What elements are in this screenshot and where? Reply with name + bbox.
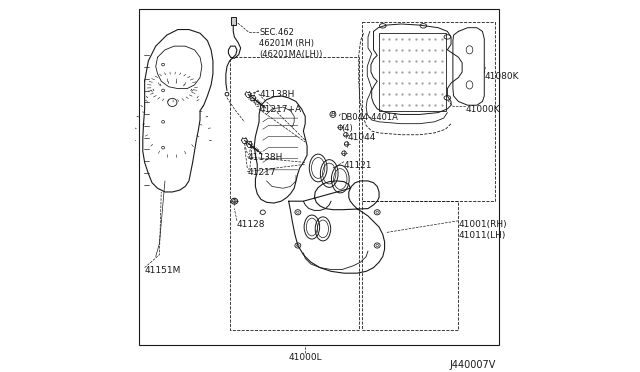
Text: B: B — [330, 112, 335, 118]
Text: 41138H: 41138H — [248, 153, 284, 162]
Text: SEC.462
46201M (RH)
(46201MA(LH)): SEC.462 46201M (RH) (46201MA(LH)) — [259, 28, 323, 59]
Bar — [379, 33, 445, 111]
Text: 41121: 41121 — [344, 161, 372, 170]
Text: 41044: 41044 — [348, 133, 376, 142]
Text: 41138H: 41138H — [259, 90, 294, 99]
Text: 41151M: 41151M — [145, 266, 181, 275]
Text: 41001(RH)
41011(LH): 41001(RH) 41011(LH) — [458, 219, 507, 240]
Text: 41128: 41128 — [237, 219, 266, 229]
Text: J440007V: J440007V — [449, 360, 495, 370]
Bar — [362, 201, 458, 330]
Text: 41080K: 41080K — [484, 72, 519, 81]
Text: 41000K: 41000K — [466, 105, 500, 114]
Text: 41217+A: 41217+A — [259, 105, 301, 114]
Text: DB044-4401A: DB044-4401A — [340, 113, 398, 122]
Text: 41217: 41217 — [248, 168, 276, 177]
Bar — [362, 22, 495, 201]
Text: 41000L: 41000L — [289, 353, 322, 362]
Bar — [230, 57, 359, 330]
Bar — [230, 17, 236, 25]
Text: (4): (4) — [341, 124, 353, 133]
